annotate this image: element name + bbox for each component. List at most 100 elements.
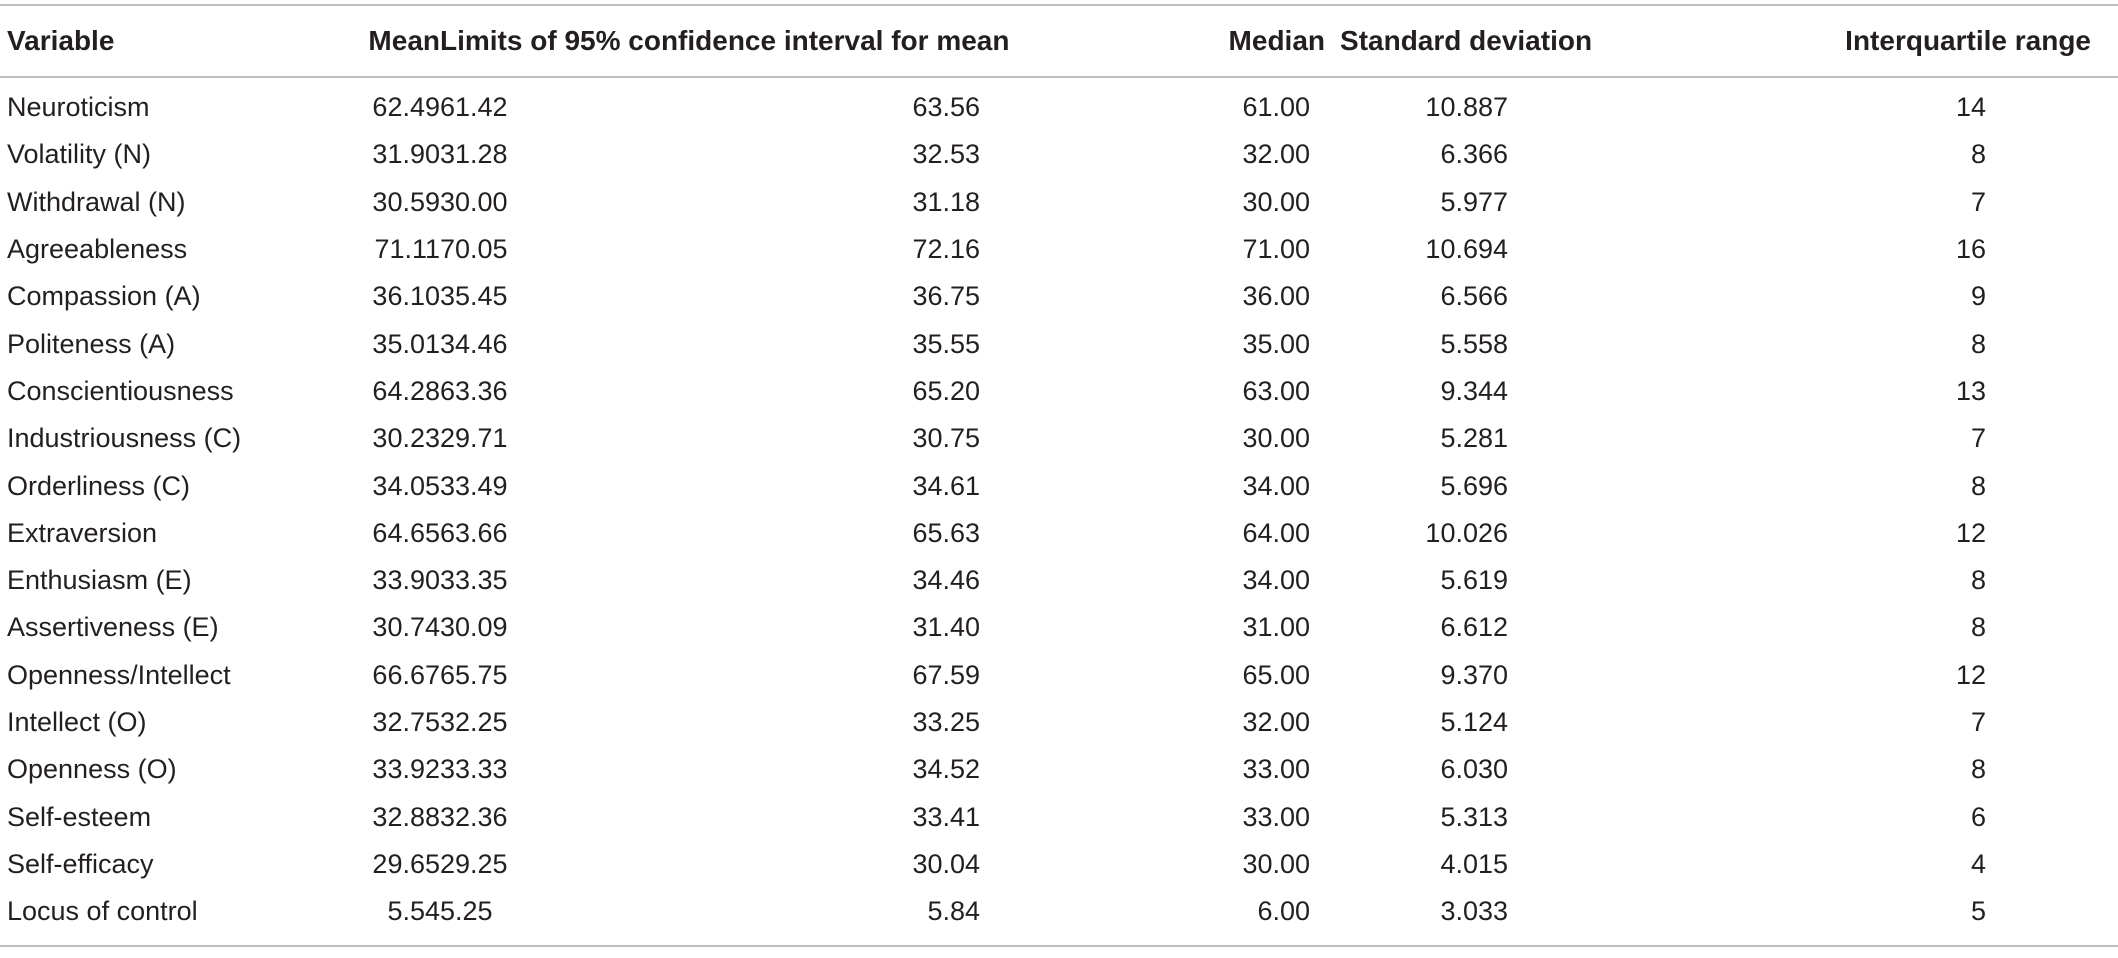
table-row: Self-efficacy 29.65 29.25 30.04 30.00 4.015 4 <box>0 841 2118 888</box>
cell-variable: Compassion (A) <box>7 281 201 312</box>
table-row: Agreeableness 71.11 70.05 72.16 71.00 10.694 1… <box>0 226 2118 273</box>
table-row: Extraversion 64.65 63.66 65.63 64.00 10.026 12 <box>0 510 2118 557</box>
cell-interquartile-range: 12 <box>1955 517 1987 548</box>
cell-standard-deviation: 10.026 <box>1425 517 1509 548</box>
cell-mean: 71.11 <box>374 234 440 265</box>
cell-interquartile-range: 5 <box>1970 896 1987 927</box>
table-row: Openness (O) 33.92 33.33 34.52 33.00 6.030 8 <box>0 746 2118 793</box>
cell-interquartile-range: 14 <box>1955 92 1987 123</box>
cell-median: 6.00 <box>1257 896 1311 927</box>
table-row: Conscientiousness 64.28 63.36 65.20 63.00 9.3… <box>0 368 2118 415</box>
cell-variable: Industriousness (C) <box>7 423 242 454</box>
cell-standard-deviation: 10.694 <box>1425 234 1509 265</box>
cell-ci-lower: 5.25 <box>440 896 493 927</box>
cell-median: 63.00 <box>1242 375 1311 406</box>
cell-variable: Orderliness (C) <box>7 470 191 501</box>
cell-interquartile-range: 8 <box>1970 470 1987 501</box>
cell-standard-deviation: 4.015 <box>1440 848 1509 879</box>
statistics-table-container: Variable Mean Limits of 95% confidence i… <box>0 4 2118 948</box>
cell-ci-upper: 33.41 <box>912 801 981 832</box>
cell-median: 64.00 <box>1242 517 1311 548</box>
table-row: Withdrawal (N) 30.59 30.00 31.18 30.00 5.977 7 <box>0 179 2118 226</box>
cell-ci-upper: 32.53 <box>912 139 981 170</box>
cell-mean: 29.65 <box>372 848 440 879</box>
cell-median: 32.00 <box>1242 707 1311 737</box>
table-body: Neuroticism 62.49 61.42 63.56 61.00 10.887 14 V… <box>0 77 2118 946</box>
table-row: Politeness (A) 35.01 34.46 35.55 35.00 5.558 8 <box>0 320 2118 367</box>
cell-interquartile-range: 4 <box>1970 848 1987 879</box>
cell-variable: Politeness (A) <box>7 328 176 359</box>
cell-standard-deviation: 5.124 <box>1440 707 1509 737</box>
cell-median: 36.00 <box>1242 281 1311 312</box>
cell-ci-upper: 67.59 <box>912 659 981 690</box>
cell-ci-lower: 33.35 <box>440 565 508 596</box>
header-interquartile-range: Interquartile range <box>1845 25 2092 56</box>
cell-median: 61.00 <box>1242 92 1311 123</box>
cell-mean: 36.10 <box>372 281 440 312</box>
table-row: Neuroticism 62.49 61.42 63.56 61.00 10.887 14 <box>0 77 2118 131</box>
cell-mean: 30.23 <box>372 423 440 454</box>
cell-interquartile-range: 16 <box>1955 234 1987 265</box>
table-row: Openness/Intellect 66.67 65.75 67.59 65.00 9.… <box>0 652 2118 699</box>
cell-ci-lower: 33.33 <box>440 754 508 785</box>
cell-mean: 33.90 <box>372 565 440 596</box>
cell-variable: Assertiveness (E) <box>7 612 219 643</box>
cell-median: 30.00 <box>1242 423 1311 454</box>
cell-standard-deviation: 6.366 <box>1440 139 1509 170</box>
cell-median: 71.00 <box>1242 234 1311 265</box>
header-median: Median <box>1228 25 1326 56</box>
cell-standard-deviation: 10.887 <box>1425 92 1509 123</box>
cell-variable: Openness (O) <box>7 754 177 785</box>
cell-standard-deviation: 5.977 <box>1440 186 1509 217</box>
cell-ci-upper: 63.56 <box>912 92 981 123</box>
cell-ci-upper: 33.25 <box>912 707 981 737</box>
cell-standard-deviation: 3.033 <box>1440 896 1509 927</box>
cell-ci-lower: 30.09 <box>440 612 508 643</box>
cell-ci-lower: 63.36 <box>440 375 508 406</box>
cell-mean: 31.90 <box>372 139 440 170</box>
cell-median: 35.00 <box>1242 328 1311 359</box>
cell-median: 65.00 <box>1242 659 1311 690</box>
cell-interquartile-range: 13 <box>1955 375 1987 406</box>
cell-interquartile-range: 8 <box>1970 612 1987 643</box>
cell-ci-upper: 31.40 <box>912 612 981 643</box>
cell-ci-upper: 30.75 <box>912 423 981 454</box>
cell-variable: Locus of control <box>7 896 198 927</box>
cell-mean: 64.65 <box>372 517 440 548</box>
cell-ci-upper: 65.63 <box>912 517 981 548</box>
cell-variable: Withdrawal (N) <box>7 186 186 217</box>
header-row: Variable Mean Limits of 95% confidence i… <box>0 5 2118 77</box>
cell-ci-upper: 30.04 <box>912 848 981 879</box>
cell-interquartile-range: 7 <box>1970 707 1987 737</box>
cell-mean: 30.59 <box>372 186 440 217</box>
cell-standard-deviation: 6.030 <box>1440 754 1509 785</box>
cell-ci-lower: 29.25 <box>440 848 508 879</box>
cell-variable: Openness/Intellect <box>7 659 231 690</box>
table-row: Orderliness (C) 34.05 33.49 34.61 34.00 5.696… <box>0 462 2118 509</box>
cell-standard-deviation: 5.619 <box>1440 565 1509 596</box>
cell-variable: Self-efficacy <box>7 848 154 879</box>
cell-median: 30.00 <box>1242 848 1311 879</box>
cell-median: 30.00 <box>1242 186 1311 217</box>
cell-standard-deviation: 5.558 <box>1440 328 1509 359</box>
table-row: Compassion (A) 36.10 35.45 36.75 36.00 6.566 9 <box>0 273 2118 320</box>
cell-ci-lower: 70.05 <box>440 234 508 265</box>
cell-interquartile-range: 9 <box>1970 281 1987 312</box>
cell-ci-lower: 32.36 <box>440 801 508 832</box>
table-row: Industriousness (C) 30.23 29.71 30.75 30.00 5… <box>0 415 2118 462</box>
cell-ci-upper: 35.55 <box>912 328 981 359</box>
cell-ci-lower: 32.25 <box>440 707 508 737</box>
cell-ci-lower: 30.00 <box>440 186 508 217</box>
cell-ci-upper: 34.52 <box>912 754 981 785</box>
cell-median: 33.00 <box>1242 801 1311 832</box>
cell-variable: Extraversion <box>7 517 158 548</box>
cell-ci-lower: 29.71 <box>440 423 508 454</box>
cell-ci-upper: 34.61 <box>912 470 981 501</box>
cell-standard-deviation: 6.612 <box>1440 612 1509 643</box>
cell-ci-lower: 34.46 <box>440 328 508 359</box>
cell-interquartile-range: 8 <box>1970 328 1987 359</box>
cell-mean: 32.75 <box>372 707 440 737</box>
cell-interquartile-range: 7 <box>1970 423 1987 454</box>
cell-ci-upper: 34.46 <box>912 565 981 596</box>
cell-mean: 34.05 <box>372 470 440 501</box>
